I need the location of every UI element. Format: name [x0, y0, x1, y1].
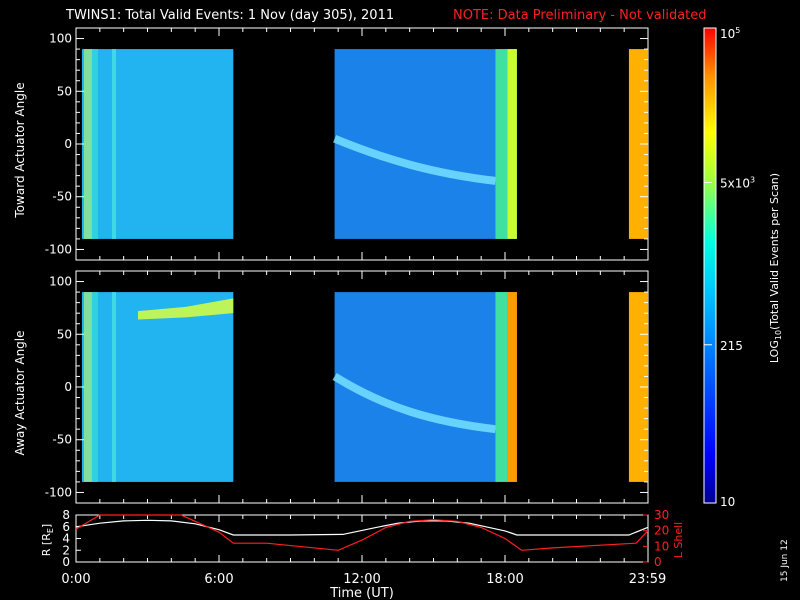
- colorbar-gradient: [703, 27, 717, 504]
- l-tick-label: 20: [654, 524, 669, 538]
- l-tick-label: 10: [654, 539, 669, 553]
- trough-band: [333, 135, 496, 185]
- data-block: [81, 292, 234, 482]
- bright-stripe: [83, 49, 92, 239]
- data-block: [334, 49, 517, 239]
- x-tick-label: 23:59: [629, 572, 666, 587]
- bright-stripe: [507, 49, 517, 239]
- high-angle-band: [137, 298, 234, 320]
- r-tick-label: 8: [62, 508, 70, 522]
- x-tick-label: 6:00: [204, 572, 233, 587]
- r-tick-label: 6: [62, 520, 70, 534]
- y-tick-label: 50: [57, 327, 72, 341]
- trough-band: [332, 373, 496, 434]
- colorbar: 10 215 5x103 105 LOG10(Total Valid Events p…: [703, 26, 783, 509]
- y-tick-label: 50: [57, 84, 72, 98]
- colorbar-label: LOG10(Total Valid Events per Scan): [768, 173, 783, 363]
- time-xlabel: Time (UT): [329, 586, 394, 600]
- colorbar-tick-label: 105: [720, 26, 740, 41]
- y-tick-label: -100: [45, 242, 72, 256]
- orbit-panel-frame: [75, 514, 649, 563]
- bright-stripe: [495, 49, 508, 239]
- data-block: [628, 49, 648, 239]
- y-tick-label: -50: [52, 190, 72, 204]
- bright-stripe: [91, 49, 98, 239]
- data-block: [81, 49, 234, 239]
- colorbar-tick-label: 215: [720, 339, 743, 353]
- figure-title: TWINS1: Total Valid Events: 1 Nov (day 3…: [65, 8, 394, 23]
- bright-stripe: [111, 292, 116, 482]
- y-tick-label: -100: [45, 485, 72, 499]
- l-shell-series-line: [75, 514, 649, 551]
- l-tick-label: 30: [654, 508, 669, 522]
- date-stamp: 15 Jun 12: [780, 539, 790, 582]
- r-tick-label: 0: [62, 555, 70, 569]
- r-re-ylabel: R [RE]: [40, 524, 55, 556]
- l-tick-label: 0: [654, 555, 662, 569]
- colorbar-tick-label: 10: [720, 495, 735, 509]
- bright-stripe: [495, 292, 508, 482]
- away-angle-panel: 100 50 0 -50 -100 Away Actuator Angle: [13, 270, 649, 504]
- colorbar-tick-label: 5x103: [720, 175, 755, 190]
- r-tick-label: 2: [62, 543, 70, 557]
- y-tick-label: 100: [49, 275, 72, 289]
- away-angle-ylabel: Away Actuator Angle: [13, 330, 27, 455]
- toward-angle-ylabel: Toward Actuator Angle: [13, 82, 27, 218]
- x-tick-label: 18:00: [486, 572, 523, 587]
- x-tick-label: 0:00: [61, 572, 90, 587]
- r-series-line: [75, 519, 649, 536]
- bright-stripe: [83, 292, 92, 482]
- bright-stripe: [507, 292, 517, 482]
- y-tick-label: 0: [64, 380, 72, 394]
- toward-angle-panel: 100 50 0 -50 -100 Toward Actuator Angle: [13, 27, 649, 261]
- y-tick-label: -50: [52, 433, 72, 447]
- data-block: [628, 292, 648, 482]
- l-shell-ylabel: L Shell: [672, 522, 685, 558]
- preliminary-note: NOTE: Data Preliminary - Not validated: [453, 8, 707, 23]
- y-tick-label: 0: [64, 137, 72, 151]
- bright-stripe: [91, 292, 98, 482]
- data-block: [334, 292, 517, 482]
- x-tick-label: 12:00: [343, 572, 380, 587]
- y-tick-label: 100: [49, 32, 72, 46]
- bright-stripe: [111, 49, 116, 239]
- r-tick-label: 4: [62, 532, 70, 546]
